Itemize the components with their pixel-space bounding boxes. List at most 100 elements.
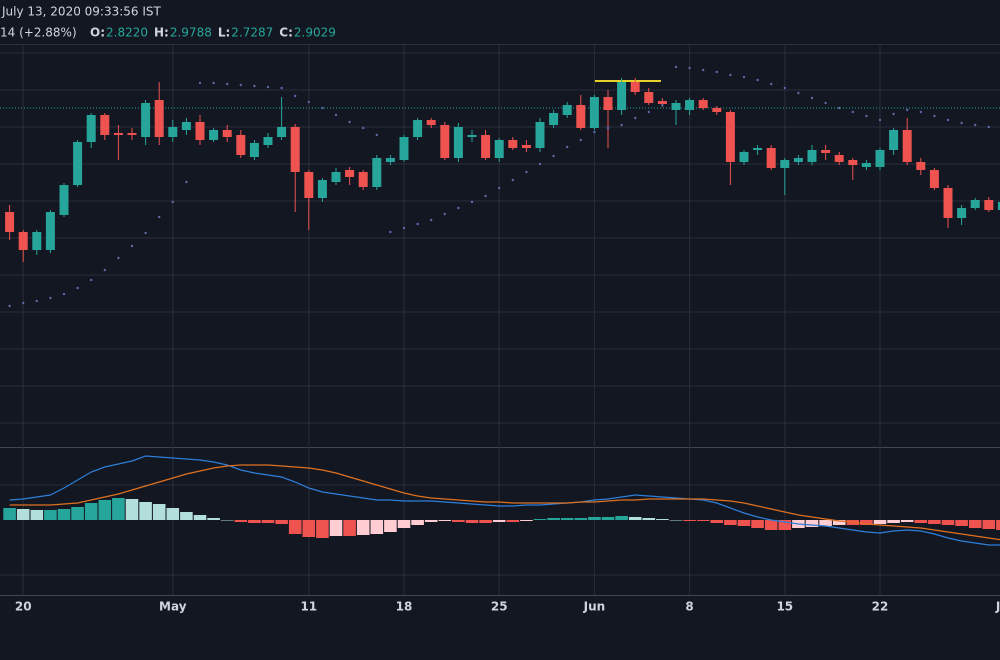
sar-dot xyxy=(566,145,569,149)
candle-body xyxy=(467,135,477,137)
histogram-bar xyxy=(424,520,438,522)
candle-body xyxy=(698,100,708,108)
candle-body xyxy=(753,148,763,150)
histogram-bar xyxy=(452,520,465,522)
candle-body xyxy=(358,172,368,187)
candle-body xyxy=(562,105,572,115)
candle-body xyxy=(644,92,654,103)
candle-body xyxy=(943,188,953,218)
histogram-bar xyxy=(832,520,846,525)
indicator-line xyxy=(9,464,1000,541)
sar-dot xyxy=(783,86,786,90)
x-tick-label: 20 xyxy=(15,600,32,614)
histogram-bar xyxy=(30,510,44,520)
candle-body xyxy=(671,103,681,110)
sar-dot xyxy=(90,278,93,282)
sar-dot xyxy=(239,83,242,87)
candle-body xyxy=(929,170,939,188)
sar-dot xyxy=(851,110,854,114)
candle-body xyxy=(793,158,803,162)
candle-body xyxy=(236,135,246,155)
sar-dot xyxy=(933,114,936,118)
marks xyxy=(3,45,1000,595)
indicator-line xyxy=(9,455,1000,546)
candle-body xyxy=(589,97,599,128)
ohlc-value: 2.9788 xyxy=(170,26,212,40)
histogram-bar xyxy=(941,520,955,525)
x-tick-label: May xyxy=(159,600,187,614)
histogram-bar xyxy=(642,518,656,520)
candle-body xyxy=(59,185,69,215)
candle-body xyxy=(453,127,463,158)
histogram-bar xyxy=(316,520,329,538)
ohlc-label: H: xyxy=(154,26,169,40)
sar-dot xyxy=(946,118,950,122)
sar-dot xyxy=(76,286,79,290)
x-tick-label: Ju xyxy=(995,600,1000,614)
sar-dot xyxy=(906,108,909,112)
sar-dot xyxy=(103,268,107,272)
histogram-bar xyxy=(764,520,778,530)
sar-dot xyxy=(321,106,324,110)
sar-dot xyxy=(498,186,501,190)
timestamp: July 13, 2020 09:33:56 IST xyxy=(1,5,162,19)
histogram-bar xyxy=(982,520,996,529)
candle-body xyxy=(617,82,627,110)
candle-body xyxy=(916,162,926,170)
histogram-bar xyxy=(900,520,914,522)
candle-body xyxy=(481,135,491,158)
sar-dot xyxy=(674,65,678,69)
sar-dot xyxy=(49,296,52,300)
sar-dot xyxy=(661,103,664,107)
ohlc-label: O: xyxy=(90,26,105,40)
sar-dot xyxy=(280,86,283,90)
sar-dot xyxy=(919,110,922,114)
histogram-bar xyxy=(139,502,152,520)
candle-body xyxy=(5,212,15,232)
candle-body xyxy=(848,160,858,165)
candle-body xyxy=(100,115,110,135)
histogram-bar xyxy=(574,518,588,520)
histogram-bar xyxy=(819,520,832,526)
sar-dot xyxy=(702,68,705,72)
ohlc-value: 2.7287 xyxy=(231,26,273,40)
candle-body xyxy=(576,105,586,128)
histogram-bar xyxy=(683,520,696,521)
sar-dot xyxy=(375,133,378,137)
candle-body xyxy=(997,202,1000,210)
candle-body xyxy=(440,125,450,158)
candle-body xyxy=(875,150,885,167)
sar-dot xyxy=(226,82,229,86)
sar-dot xyxy=(511,178,514,182)
candle-body xyxy=(331,172,341,182)
histogram-bar xyxy=(533,519,547,520)
sar-dot xyxy=(606,126,610,130)
candle-body xyxy=(630,82,640,92)
histogram-bar xyxy=(397,520,411,528)
candle-body xyxy=(290,127,300,172)
candle-body xyxy=(821,150,831,153)
sar-dot xyxy=(62,292,66,296)
histogram-bar xyxy=(98,500,112,520)
histogram-bar xyxy=(873,520,887,524)
histogram-bar xyxy=(615,516,628,520)
candle-body xyxy=(725,112,735,162)
histogram-bar xyxy=(914,520,928,523)
x-tick-label: 18 xyxy=(396,600,413,614)
candle-body xyxy=(494,140,504,158)
ohlc-value: 2.9029 xyxy=(294,26,336,40)
histogram-bar xyxy=(220,520,234,521)
candle-body xyxy=(73,142,83,185)
sar-dot xyxy=(729,73,732,77)
sar-dot xyxy=(824,101,827,105)
sar-dot xyxy=(974,123,977,127)
sar-dot xyxy=(22,301,25,305)
candle-body xyxy=(807,150,817,162)
sar-dot xyxy=(294,94,297,98)
histogram-bar xyxy=(588,517,601,520)
ohlc-label: C: xyxy=(279,26,293,40)
histogram-bar xyxy=(384,520,397,532)
histogram-bar xyxy=(125,499,139,520)
sar-dot xyxy=(266,85,270,89)
